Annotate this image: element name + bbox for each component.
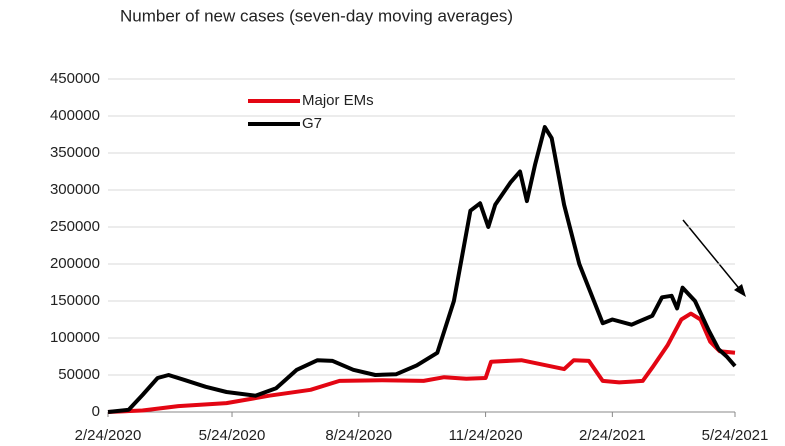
legend-label: G7 [302,115,322,132]
arrow [682,219,743,293]
y-tick-label: 250000 [50,218,100,235]
y-tick-label: 450000 [50,70,100,87]
y-tick-label: 350000 [50,144,100,161]
x-tick-label: 5/24/2020 [199,427,266,444]
series-line [107,311,736,414]
y-tick-label: 150000 [50,292,100,309]
x-tick-label: 11/24/2020 [449,427,523,444]
legend-label: Major EMs [302,92,374,109]
y-tick-label: 400000 [50,107,100,124]
arrow-head [734,284,746,297]
x-tick-label: 5/24/2021 [702,427,769,444]
y-tick-label: 100000 [50,329,100,346]
y-tick-label: 50000 [58,366,100,383]
y-tick-label: 300000 [50,181,100,198]
chart-subtitle: Number of new cases (seven-day moving av… [120,6,513,25]
series-line [107,125,737,414]
y-tick-label: 200000 [50,255,100,272]
x-tick-label: 2/24/2020 [75,427,142,444]
x-tick-label: 8/24/2020 [325,427,392,444]
y-tick-label: 0 [92,403,100,420]
x-tick-label: 2/24/2021 [579,427,646,444]
